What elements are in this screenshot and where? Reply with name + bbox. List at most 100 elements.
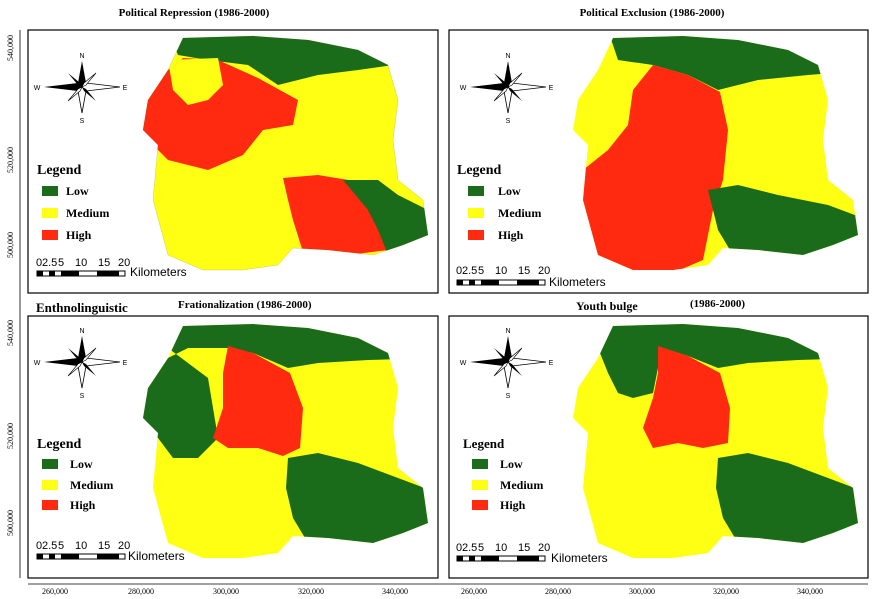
zone-center-high bbox=[213, 346, 303, 456]
map-legend: Legend Low Medium High bbox=[463, 436, 543, 512]
svg-text:2.5: 2.5 bbox=[462, 542, 477, 554]
svg-text:0: 0 bbox=[36, 257, 42, 269]
x-tick-label: 260,000 bbox=[461, 587, 487, 596]
svg-text:High: High bbox=[500, 498, 526, 512]
x-tick-label: 280,000 bbox=[128, 587, 154, 596]
map-panel-youth-bulge: Youth bulge (1986-2000) N S W E Legend L… bbox=[448, 298, 869, 579]
svg-text:2.5: 2.5 bbox=[42, 540, 57, 552]
x-tick-label: 340,000 bbox=[382, 587, 408, 596]
svg-text:10: 10 bbox=[75, 540, 87, 552]
svg-text:Low: Low bbox=[500, 457, 523, 471]
map-panel-political-exclusion: Political Exclusion (1986-2000) N S W E … bbox=[448, 7, 869, 294]
map-title-part2: Frationalization (1986-2000) bbox=[178, 299, 312, 311]
svg-text:15: 15 bbox=[98, 257, 110, 269]
zone-north-west-low bbox=[143, 324, 428, 458]
scale-bar: 0 2.5 5 10 15 20 Kilometers bbox=[456, 542, 608, 565]
svg-text:5: 5 bbox=[478, 265, 484, 277]
y-tick-label: 520,000 bbox=[6, 423, 15, 449]
legend-label-high: High bbox=[66, 228, 92, 242]
zone-southeast-low bbox=[286, 453, 428, 558]
svg-text:E: E bbox=[123, 85, 128, 92]
zone-center-high bbox=[583, 65, 728, 270]
zone-center-high bbox=[643, 346, 730, 448]
svg-text:Kilometers: Kilometers bbox=[551, 551, 608, 565]
zone-northwest-medium bbox=[168, 58, 223, 105]
svg-text:15: 15 bbox=[518, 265, 530, 277]
legend-label-low: Low bbox=[66, 184, 89, 198]
x-tick-label: 320,000 bbox=[298, 587, 324, 596]
svg-text:Legend: Legend bbox=[37, 437, 82, 452]
map-panel-political-repression: Political Repression (1986-2000) N S W E… bbox=[27, 7, 439, 294]
svg-text:S: S bbox=[80, 118, 85, 125]
map-legend: Legend Low Medium High bbox=[457, 163, 541, 242]
y-tick-label: 540,000 bbox=[6, 35, 15, 61]
svg-text:S: S bbox=[506, 118, 511, 125]
region-map bbox=[142, 35, 429, 271]
x-tick-label: 300,000 bbox=[629, 587, 655, 596]
y-axis: 540,000 520,000 500,000 540,000 520,000 … bbox=[6, 30, 21, 578]
svg-text:E: E bbox=[123, 360, 128, 367]
svg-text:W: W bbox=[34, 360, 41, 367]
legend-swatch-low bbox=[42, 186, 58, 196]
x-tick-label: 260,000 bbox=[42, 587, 68, 596]
svg-text:5: 5 bbox=[478, 542, 484, 554]
legend-swatch-medium bbox=[42, 208, 58, 218]
svg-text:High: High bbox=[70, 498, 96, 512]
svg-text:Legend: Legend bbox=[463, 436, 505, 451]
region-map bbox=[143, 324, 428, 558]
svg-text:5: 5 bbox=[58, 540, 64, 552]
north-arrow-icon: N S W E bbox=[460, 53, 554, 125]
svg-text:20: 20 bbox=[118, 540, 130, 552]
legend-label-medium: Medium bbox=[66, 206, 109, 220]
map-title-part2: (1986-2000) bbox=[690, 298, 745, 310]
x-tick-label: 320,000 bbox=[713, 587, 739, 596]
svg-text:20: 20 bbox=[538, 265, 550, 277]
north-arrow-icon: N S W E bbox=[34, 53, 128, 125]
svg-text:Kilometers: Kilometers bbox=[130, 265, 187, 279]
svg-text:Low: Low bbox=[70, 457, 93, 471]
y-tick-label: 540,000 bbox=[6, 320, 15, 346]
zone-west-high bbox=[143, 58, 298, 170]
svg-text:S: S bbox=[80, 393, 85, 400]
zone-east-low bbox=[343, 180, 428, 255]
map-title: Political Exclusion (1986-2000) bbox=[580, 7, 725, 19]
svg-text:15: 15 bbox=[98, 540, 110, 552]
north-arrow-icon: N S W E bbox=[460, 328, 554, 400]
scale-bar: 0 2.5 5 10 15 20 Kilometers bbox=[36, 257, 187, 279]
svg-text:15: 15 bbox=[518, 542, 530, 554]
svg-text:10: 10 bbox=[495, 542, 507, 554]
svg-text:E: E bbox=[549, 85, 554, 92]
svg-text:Medium: Medium bbox=[498, 206, 541, 220]
region-map bbox=[573, 36, 858, 270]
y-tick-label: 520,000 bbox=[6, 147, 15, 173]
map-legend: Legend Low Medium High bbox=[37, 163, 109, 242]
svg-text:Kilometers: Kilometers bbox=[549, 275, 606, 289]
svg-text:2.5: 2.5 bbox=[42, 257, 57, 269]
svg-text:5: 5 bbox=[58, 257, 64, 269]
y-tick-label: 500,000 bbox=[6, 232, 15, 258]
svg-text:Medium: Medium bbox=[500, 478, 543, 492]
legend-title: Legend bbox=[37, 163, 82, 178]
map-legend: Legend Low Medium High bbox=[37, 437, 113, 512]
map-title-part1: Youth bulge bbox=[576, 299, 638, 313]
scale-bar: 0 2.5 5 10 15 20 Kilometers bbox=[456, 265, 606, 289]
svg-text:N: N bbox=[505, 328, 510, 335]
svg-text:S: S bbox=[506, 393, 511, 400]
svg-text:20: 20 bbox=[118, 257, 130, 269]
y-tick-label: 500,000 bbox=[6, 510, 15, 536]
map-title-part1: Enthnolinguistic bbox=[36, 300, 128, 315]
svg-text:0: 0 bbox=[456, 542, 462, 554]
x-tick-label: 340,000 bbox=[797, 587, 823, 596]
svg-text:Medium: Medium bbox=[70, 478, 113, 492]
svg-text:N: N bbox=[79, 328, 84, 335]
map-panel-ethnolinguistic-fractionalization: Enthnolinguistic Frationalization (1986-… bbox=[27, 299, 439, 579]
svg-text:High: High bbox=[498, 228, 524, 242]
svg-text:0: 0 bbox=[456, 265, 462, 277]
svg-text:10: 10 bbox=[495, 265, 507, 277]
x-tick-label: 280,000 bbox=[545, 587, 571, 596]
legend-swatch-high bbox=[42, 230, 58, 240]
x-axis: 260,000 280,000 300,000 320,000 340,000 … bbox=[28, 583, 868, 596]
svg-text:20: 20 bbox=[538, 542, 550, 554]
zone-southeast-low bbox=[716, 453, 858, 558]
svg-text:Low: Low bbox=[498, 184, 521, 198]
